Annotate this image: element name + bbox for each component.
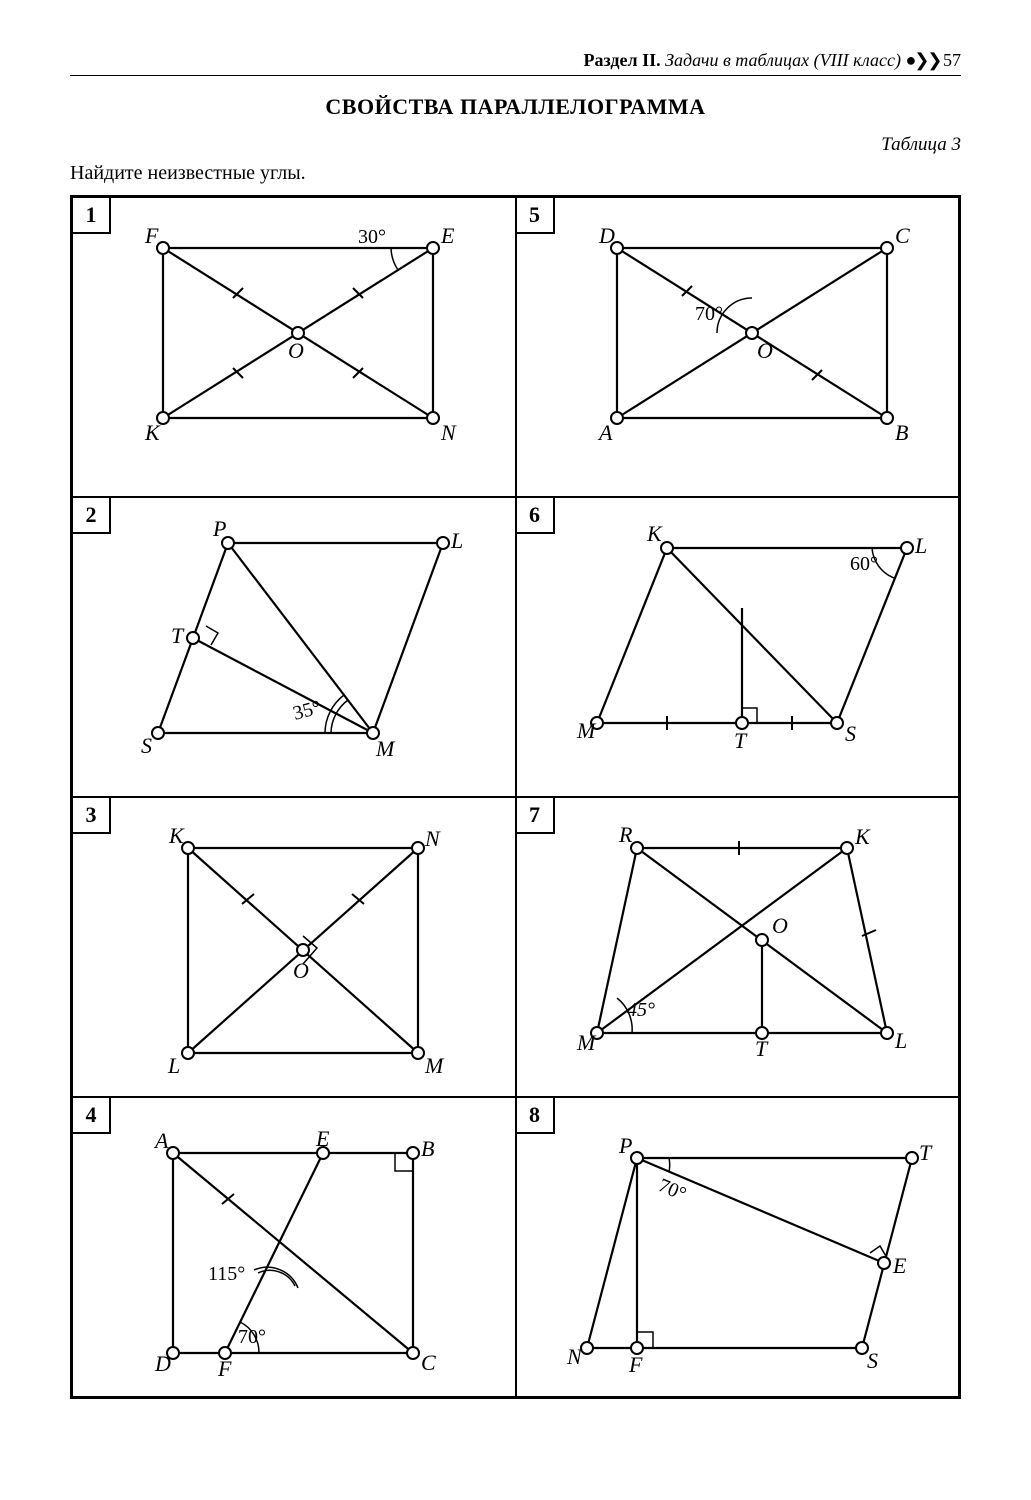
cell-2: 2 P L S M T 35° [72,497,516,797]
page-title: СВОЙСТВА ПАРАЛЛЕЛОГРАММА [70,94,961,120]
diagram-3: K N L M O [73,798,516,1097]
svg-text:O: O [288,338,304,363]
svg-text:P: P [618,1133,632,1158]
svg-text:S: S [141,733,152,758]
svg-text:L: L [914,533,927,558]
svg-text:B: B [421,1136,434,1161]
svg-text:E: E [440,223,455,248]
problems-grid: 1 F E K N O 30° 5 [70,195,961,1399]
instruction-text: Найдите неизвестные углы. [70,162,961,185]
diagram-4: A B D C E F 115° 70° [73,1098,516,1397]
svg-text:S: S [867,1348,878,1373]
svg-text:R: R [618,822,633,847]
svg-text:K: K [168,823,185,848]
diagram-6: K L M S T 60° [517,498,960,797]
cell-number: 3 [73,798,111,834]
diagram-7: R K M L T O 45° [517,798,960,1097]
svg-text:N: N [566,1344,583,1369]
svg-text:M: M [576,1030,597,1055]
svg-text:N: N [424,826,441,851]
svg-text:K: K [144,420,161,445]
svg-text:S: S [845,721,856,746]
svg-text:T: T [919,1140,933,1165]
svg-text:M: M [576,718,597,743]
svg-text:45°: 45° [627,999,655,1021]
section-subtitle: Задачи в таблицах (VIII класс) [665,50,901,70]
page-header: Раздел II. Задачи в таблицах (VIII класс… [70,50,961,76]
svg-text:L: L [450,528,463,553]
svg-text:T: T [755,1036,769,1061]
svg-text:A: A [597,420,613,445]
cell-number: 7 [517,798,555,834]
page-number: 57 [943,50,961,70]
svg-text:L: L [894,1028,907,1053]
diagram-1: F E K N O 30° [73,198,516,497]
table-caption: Таблица 3 [70,134,961,156]
svg-text:F: F [628,1352,643,1377]
svg-text:T: T [171,623,185,648]
svg-text:E: E [315,1126,330,1151]
svg-text:M: M [375,736,396,761]
cell-number: 2 [73,498,111,534]
cell-number: 5 [517,198,555,234]
svg-text:B: B [895,420,908,445]
cell-5: 5 D C A B O 70° [516,197,960,497]
svg-text:70°: 70° [695,303,723,325]
cell-4: 4 A B D C E F 115° 70° [72,1097,516,1397]
svg-text:K: K [854,824,871,849]
cell-3: 3 K N L M O [72,797,516,1097]
chevron-icon: ●❯❯ [905,50,943,70]
diagram-8: P T N S E F 70° [517,1098,960,1397]
svg-text:C: C [421,1350,436,1375]
svg-text:30°: 30° [358,226,386,248]
diagram-5: D C A B O 70° [517,198,960,497]
svg-text:P: P [212,516,226,541]
cell-number: 6 [517,498,555,534]
svg-text:O: O [757,338,773,363]
svg-text:D: D [598,223,615,248]
svg-text:L: L [167,1053,180,1078]
svg-text:N: N [440,420,457,445]
svg-text:35°: 35° [291,696,324,724]
svg-text:T: T [734,728,748,753]
svg-text:A: A [153,1128,169,1153]
cell-number: 1 [73,198,111,234]
cell-1: 1 F E K N O 30° [72,197,516,497]
svg-text:E: E [892,1253,907,1278]
cell-number: 4 [73,1098,111,1134]
svg-text:60°: 60° [850,553,878,575]
svg-text:K: K [646,521,663,546]
cell-7: 7 R K M L T O 45° [516,797,960,1097]
diagram-2: P L S M T 35° [73,498,516,797]
section-label: Раздел II. [583,50,660,70]
svg-text:O: O [772,913,788,938]
svg-text:F: F [217,1356,232,1381]
cell-number: 8 [517,1098,555,1134]
svg-text:70°: 70° [238,1326,266,1348]
svg-text:F: F [144,223,159,248]
svg-text:O: O [293,958,309,983]
svg-text:C: C [895,223,910,248]
cell-8: 8 P T N S E F 70° [516,1097,960,1397]
svg-text:M: M [424,1053,445,1078]
cell-6: 6 K L M S T 60° [516,497,960,797]
svg-text:D: D [154,1351,171,1376]
svg-text:115°: 115° [208,1263,245,1285]
